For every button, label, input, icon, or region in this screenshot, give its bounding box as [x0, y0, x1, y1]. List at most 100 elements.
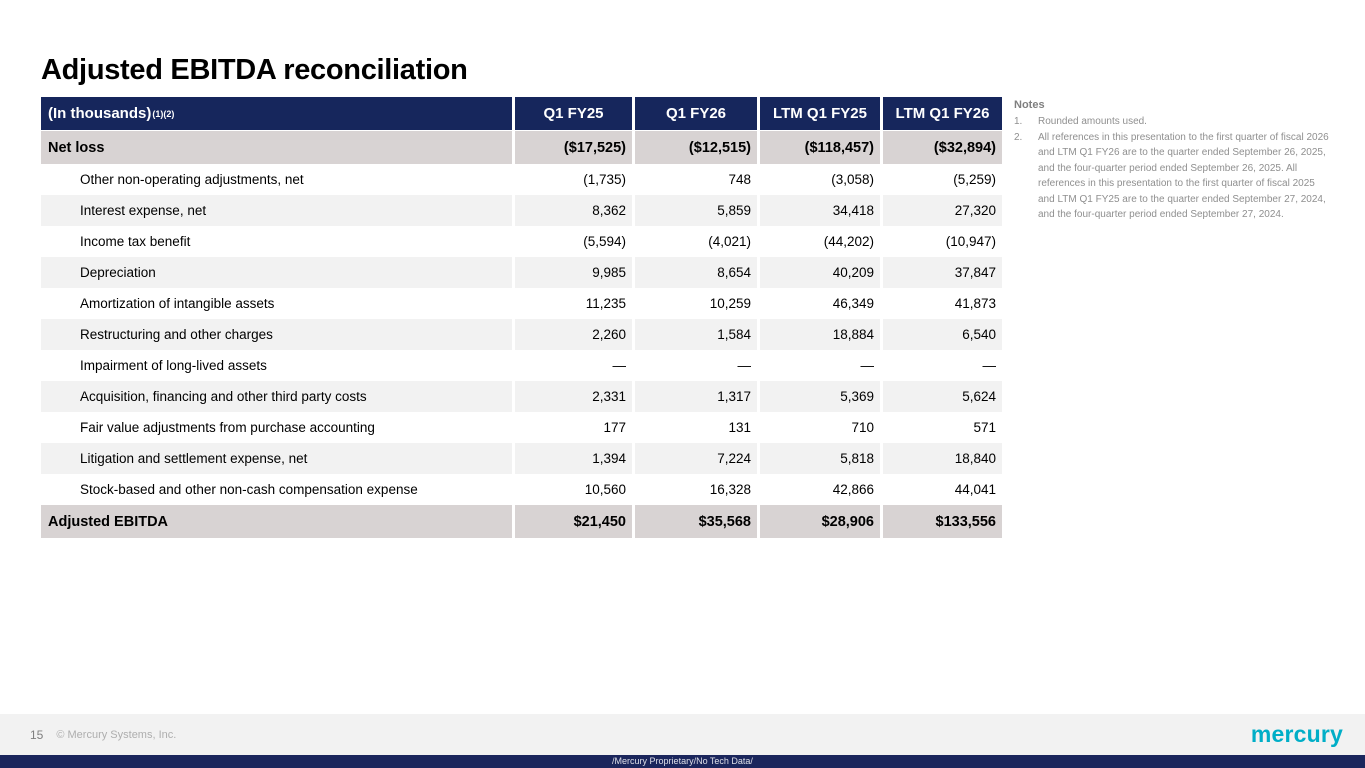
- row-value: 8,362: [512, 195, 632, 226]
- table-row: Fair value adjustments from purchase acc…: [41, 412, 1002, 443]
- row-value: 18,840: [880, 443, 1002, 474]
- row-label: Interest expense, net: [80, 203, 207, 218]
- classification-text: /Mercury Proprietary/No Tech Data/: [612, 756, 753, 766]
- row-value: 5,818: [757, 443, 880, 474]
- row-label: Other non-operating adjustments, net: [80, 172, 304, 187]
- column-header-q1fy25: Q1 FY25: [512, 97, 632, 130]
- table-header-label: (In thousands) (1)(2): [48, 105, 175, 122]
- row-value: (4,021): [632, 226, 757, 257]
- ebitda-table: (In thousands) (1)(2) Q1 FY25 Q1 FY26 LTM…: [41, 97, 1002, 538]
- row-value: 27,320: [880, 195, 1002, 226]
- row-label: Acquisition, financing and other third p…: [80, 389, 367, 404]
- row-label: Income tax benefit: [80, 234, 191, 249]
- row-value: 1,394: [512, 443, 632, 474]
- table-row: Depreciation 9,985 8,654 40,209 37,847: [41, 257, 1002, 288]
- table-row: Restructuring and other charges 2,260 1,58…: [41, 319, 1002, 350]
- row-value: 5,624: [880, 381, 1002, 412]
- table-row: Income tax benefit (5,594) (4,021) (44,202)…: [41, 226, 1002, 257]
- row-value: 46,349: [757, 288, 880, 319]
- row-value: (3,058): [757, 164, 880, 195]
- row-value: ($12,515): [632, 131, 757, 164]
- row-value: 177: [512, 412, 632, 443]
- row-value: 2,260: [512, 319, 632, 350]
- row-value: 5,369: [757, 381, 880, 412]
- table-row: Interest expense, net 8,362 5,859 34,418 27,…: [41, 195, 1002, 226]
- note-text: Rounded amounts used.: [1038, 116, 1147, 127]
- row-label: Stock-based and other non-cash compensat…: [80, 482, 418, 497]
- table-row: Other non-operating adjustments, net (1,7…: [41, 164, 1002, 195]
- row-value: —: [512, 350, 632, 381]
- page-title: Adjusted EBITDA reconciliation: [41, 54, 468, 86]
- row-value: —: [632, 350, 757, 381]
- table-row: Net loss ($17,525) ($12,515) ($118,457) ($32…: [41, 131, 1002, 164]
- row-value: 710: [757, 412, 880, 443]
- note-number: 1.: [1014, 116, 1023, 127]
- row-label: Restructuring and other charges: [80, 327, 273, 342]
- row-value: 16,328: [632, 474, 757, 505]
- note-item: 1. Rounded amounts used.: [1014, 114, 1332, 130]
- row-value: 11,235: [512, 288, 632, 319]
- row-value: ($32,894): [880, 131, 1002, 164]
- column-header-ltm-q1fy25: LTM Q1 FY25: [757, 97, 880, 130]
- table-body: Net loss ($17,525) ($12,515) ($118,457) ($32…: [41, 131, 1002, 538]
- row-value: —: [757, 350, 880, 381]
- row-value: 5,859: [632, 195, 757, 226]
- page-number: 15: [30, 727, 44, 742]
- row-value: (44,202): [757, 226, 880, 257]
- row-value: $28,906: [757, 505, 880, 538]
- row-value: 41,873: [880, 288, 1002, 319]
- table-row: Impairment of long-lived assets — — — —: [41, 350, 1002, 381]
- row-value: —: [880, 350, 1002, 381]
- row-value: 37,847: [880, 257, 1002, 288]
- column-header-ltm-q1fy26: LTM Q1 FY26: [880, 97, 1002, 130]
- row-value: $35,568: [632, 505, 757, 538]
- mercury-logo: mercury: [1250, 721, 1343, 747]
- row-value: (5,259): [880, 164, 1002, 195]
- row-value: 10,560: [512, 474, 632, 505]
- table-header-row: (In thousands) (1)(2) Q1 FY25 Q1 FY26 LTM…: [41, 97, 1002, 131]
- classification-bar: /Mercury Proprietary/No Tech Data/: [0, 755, 1365, 768]
- row-value: 40,209: [757, 257, 880, 288]
- notes-list: 1. Rounded amounts used. 2. All references …: [1014, 114, 1332, 223]
- row-value: 1,317: [632, 381, 757, 412]
- row-label: Litigation and settlement expense, net: [80, 451, 308, 466]
- row-value: 571: [880, 412, 1002, 443]
- row-value: 44,041: [880, 474, 1002, 505]
- note-item: 2. All references in this presentation to…: [1014, 130, 1332, 223]
- in-thousands-label: (In thousands): [48, 105, 152, 122]
- footer: 15 © Mercury Systems, Inc. mercury: [0, 714, 1365, 755]
- row-value: 131: [632, 412, 757, 443]
- row-value: $21,450: [512, 505, 632, 538]
- note-number: 2.: [1014, 131, 1023, 143]
- table-row: Acquisition, financing and other third p…: [41, 381, 1002, 412]
- row-value: 10,259: [632, 288, 757, 319]
- column-header-q1fy26: Q1 FY26: [632, 97, 757, 130]
- row-value: ($118,457): [757, 131, 880, 164]
- table-row: Amortization of intangible assets 11,235 1…: [41, 288, 1002, 319]
- row-label: Impairment of long-lived assets: [80, 358, 267, 373]
- row-label: Depreciation: [80, 265, 156, 280]
- row-value: 9,985: [512, 257, 632, 288]
- row-value: 1,584: [632, 319, 757, 350]
- row-value: 6,540: [880, 319, 1002, 350]
- row-value: ($17,525): [512, 131, 632, 164]
- table-row: Litigation and settlement expense, net 1,…: [41, 443, 1002, 474]
- row-value: 7,224: [632, 443, 757, 474]
- row-value: 8,654: [632, 257, 757, 288]
- row-label: Fair value adjustments from purchase acc…: [80, 420, 375, 435]
- note-text: All references in this presentation to t…: [1038, 131, 1329, 221]
- copyright-text: © Mercury Systems, Inc.: [56, 728, 177, 741]
- table-row: Adjusted EBITDA $21,450 $35,568 $28,906 $133…: [41, 505, 1002, 538]
- row-value: 748: [632, 164, 757, 195]
- row-value: 34,418: [757, 195, 880, 226]
- row-value: (5,594): [512, 226, 632, 257]
- row-label: Amortization of intangible assets: [80, 296, 275, 311]
- notes-panel: Notes 1. Rounded amounts used. 2. All refer…: [1014, 99, 1332, 223]
- row-value: 42,866: [757, 474, 880, 505]
- row-label: Adjusted EBITDA: [48, 513, 169, 530]
- row-value: (10,947): [880, 226, 1002, 257]
- table-row: Stock-based and other non-cash compensat…: [41, 474, 1002, 505]
- notes-heading: Notes: [1014, 99, 1045, 111]
- row-label: Net loss: [48, 139, 105, 156]
